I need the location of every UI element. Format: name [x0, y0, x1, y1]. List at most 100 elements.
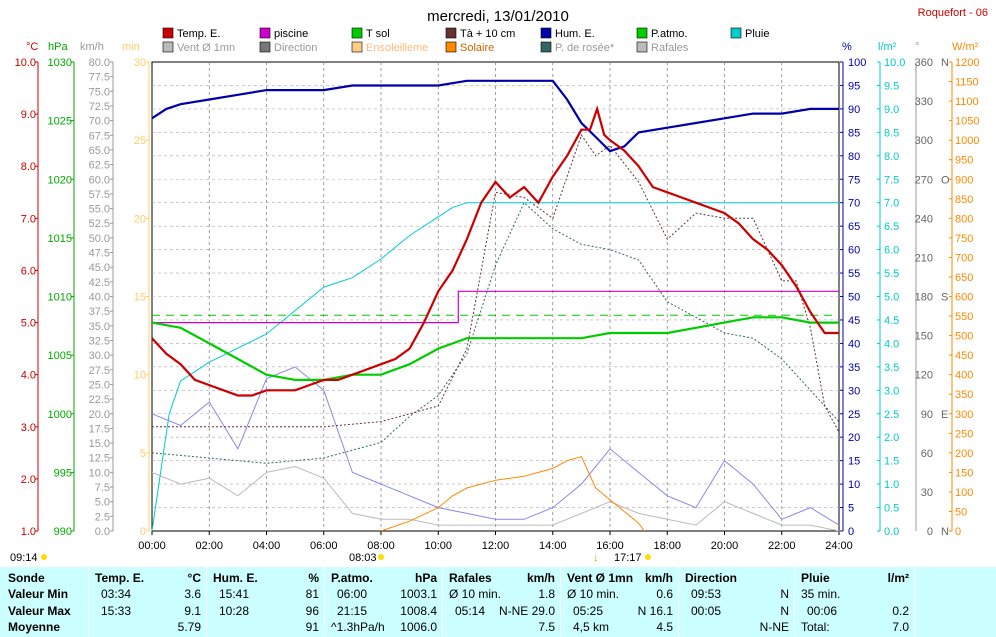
solar-axis-unit: W/m² [952, 41, 979, 53]
wind-axis-tick: 47.5 [89, 248, 110, 260]
hum-axis-tick: 55 [848, 268, 860, 280]
temp-axis-tick: 6.0 [21, 265, 36, 277]
hum-max-time: 10:28 [219, 604, 250, 618]
rain-axis-tick: 3.0 [884, 385, 899, 397]
hum-axis-tick: 5 [848, 503, 854, 515]
x-tick-label: 00:00 [138, 540, 166, 552]
solar-axis-tick: 150 [955, 467, 973, 479]
temp-max-time: 15:33 [101, 604, 132, 618]
rain-axis-tick: 8.5 [884, 127, 899, 139]
wind-axis-tick: 10.0 [89, 467, 110, 479]
dir-axis-tick: 210 [915, 252, 933, 264]
rain-axis-tick: 2.0 [884, 432, 899, 444]
legend-swatch [636, 27, 648, 39]
hum-axis-tick: 40 [848, 338, 860, 350]
rain-header: Pluie [801, 571, 830, 585]
legend-label: Solaire [460, 42, 494, 54]
wind-avg10: 0.6 [656, 587, 673, 601]
hum-max: 96 [305, 604, 319, 618]
dir-time1: 09:53 [691, 587, 722, 601]
wind-axis-tick: 15.0 [89, 438, 110, 450]
wind-axis-tick: 50.0 [89, 233, 110, 245]
legend-swatch [351, 27, 363, 39]
solar-axis-tick: 800 [955, 213, 973, 225]
sunrise-time: 08:03 [349, 552, 377, 564]
rain-duration: 35 min. [801, 587, 841, 601]
press-trend: ^1.3hPa/h [331, 620, 385, 634]
solar-axis-tick: 50 [955, 506, 967, 518]
rain-axis-tick: 4.0 [884, 338, 899, 350]
legend-swatch [636, 41, 648, 53]
rain-axis-tick: 1.0 [884, 479, 899, 491]
min-row-label: Valeur Min [8, 587, 69, 601]
min-axis-tick: 10 [134, 370, 146, 382]
legend-swatch [540, 27, 552, 39]
wind-axis-tick: 52.5 [89, 218, 110, 230]
solar-axis-tick: 350 [955, 389, 973, 401]
dir-axis-tick: 330 [915, 96, 933, 108]
sunrise-icon [378, 554, 384, 560]
x-tick-label: 08:00 [367, 540, 395, 552]
wind-axis-tick: 42.5 [89, 277, 110, 289]
hum-axis-tick: 30 [848, 385, 860, 397]
legend-label: Pluie [745, 28, 769, 40]
legend-swatch [445, 27, 457, 39]
rain-axis-tick: 6.0 [884, 245, 899, 257]
dir-axis-label: N [941, 57, 949, 69]
rain-unit: l/m² [887, 571, 909, 585]
rain-axis-tick: 5.5 [884, 268, 899, 280]
rain-axis-tick: 0.0 [884, 526, 899, 538]
temp-axis-tick: 10.0 [15, 57, 36, 69]
legend-label: Tà + 10 cm [460, 28, 515, 40]
dir-axis-tick: 300 [915, 135, 933, 147]
solar-axis-tick: 950 [955, 155, 973, 167]
dir-axis-label: E [941, 409, 948, 421]
rain-total: 7.0 [892, 620, 909, 634]
chart-title: mercredi, 13/01/2010 [427, 8, 569, 25]
min-axis-tick: 30 [134, 57, 146, 69]
wind-max: N 16.1 [637, 604, 673, 618]
gust-stats: Rafales km/h Ø 10 min. 1.8 05:14 N-NE 29… [442, 567, 561, 637]
solar-axis-tick: 700 [955, 252, 973, 264]
hum-axis-tick: 75 [848, 174, 860, 186]
temp-stats: Temp. E. °C 03:34 3.6 15:33 9.1 5.79 [88, 567, 207, 637]
series-p-de-ros-e- [151, 201, 840, 464]
legend-swatch [162, 27, 174, 39]
dir-axis-tick: 360 [915, 57, 933, 69]
wind-axis-tick: 37.5 [89, 306, 110, 318]
wind-max-time: 05:25 [573, 604, 604, 618]
rain-total-label: Total: [801, 620, 830, 634]
hum-axis-tick: 35 [848, 362, 860, 374]
min-axis-tick: 15 [134, 292, 146, 304]
hum-axis-tick: 95 [848, 80, 860, 92]
sonde-header: Sonde [8, 571, 45, 585]
legend-swatch [351, 41, 363, 53]
hum-axis-tick: 60 [848, 245, 860, 257]
series-t-10-cm [152, 133, 840, 433]
press-unit: hPa [414, 571, 437, 585]
wind-avg: 4.5 [656, 620, 673, 634]
press-axis-tick: 990 [54, 526, 72, 538]
rain-axis-tick: 8.0 [884, 151, 899, 163]
temp-max: 9.1 [184, 604, 201, 618]
hum-axis-tick: 100 [848, 57, 866, 69]
x-tick-label: 12:00 [482, 540, 510, 552]
press-max-time: 21:15 [337, 604, 368, 618]
temp-avg: 5.79 [177, 620, 201, 634]
rain-axis-tick: 9.0 [884, 104, 899, 116]
solar-axis-tick: 500 [955, 331, 973, 343]
wind-axis-tick: 70.0 [89, 116, 110, 128]
solar-axis-tick: 650 [955, 272, 973, 284]
rain-axis-tick: 7.5 [884, 174, 899, 186]
hum-axis-tick: 85 [848, 127, 860, 139]
wind-axis-tick: 75.0 [89, 86, 110, 98]
hum-axis-tick: 0 [848, 526, 854, 538]
gust-label: Ø 10 min. [449, 587, 502, 601]
legend: Temp. E. piscine T sol Tà + 10 cm Hum. E. P.a… [162, 27, 769, 54]
dir-value2: N [780, 604, 789, 618]
wind-axis-tick: 67.5 [89, 130, 110, 142]
rain-axis-tick: 6.5 [884, 221, 899, 233]
solar-axis-tick: 100 [955, 487, 973, 499]
wind-axis-tick: 32.5 [89, 335, 110, 347]
solar-axis-tick: 250 [955, 428, 973, 440]
